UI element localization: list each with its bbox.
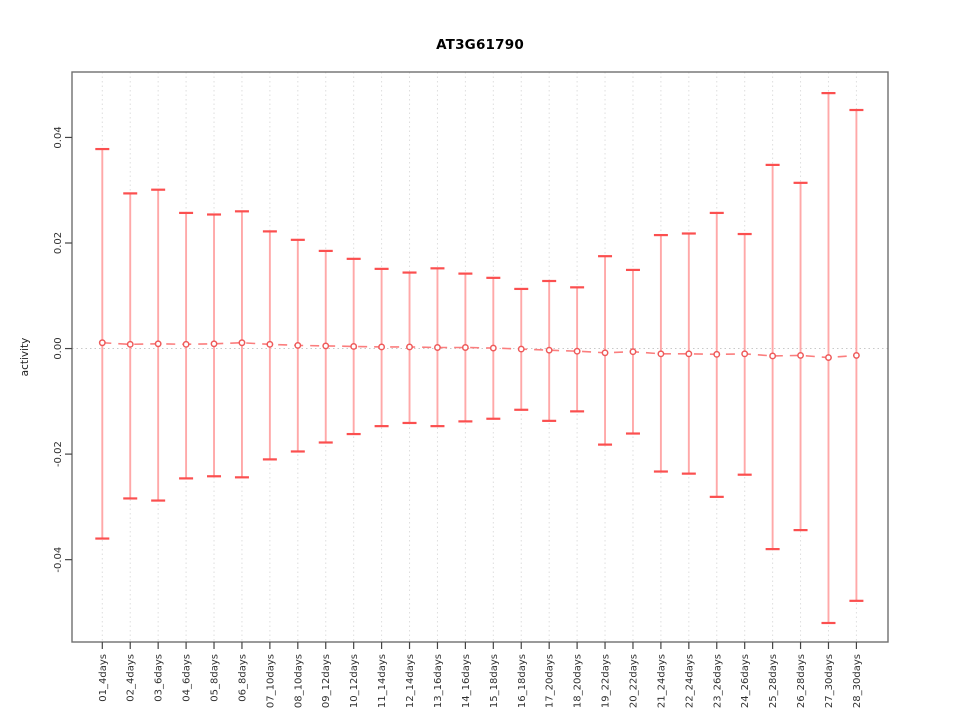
center-point bbox=[350, 342, 358, 350]
x-tick-label: 10_12days bbox=[349, 654, 360, 708]
x-tick-label: 06_8days bbox=[237, 654, 248, 702]
x-tick-label: 04_6days bbox=[182, 654, 193, 702]
y-tick-label: 0.04 bbox=[53, 126, 64, 148]
x-tick-label: 19_22days bbox=[601, 654, 612, 708]
center-point bbox=[378, 343, 386, 351]
x-tick-label: 11_14days bbox=[377, 654, 388, 708]
x-tick-label: 17_20days bbox=[545, 654, 556, 708]
center-point bbox=[685, 350, 693, 358]
x-tick-label: 05_8days bbox=[210, 654, 221, 702]
center-point bbox=[769, 352, 777, 360]
y-tick-label: -0.04 bbox=[53, 547, 64, 573]
x-tick-label: 21_24days bbox=[656, 654, 667, 708]
centers-dashed-line bbox=[102, 341, 857, 359]
center-point bbox=[238, 339, 246, 347]
center-point bbox=[601, 349, 609, 357]
x-tick-label: 01_4days bbox=[98, 654, 109, 702]
plot-border bbox=[71, 71, 889, 643]
x-tick-label: 20_22days bbox=[628, 654, 639, 708]
center-point bbox=[294, 341, 302, 349]
x-tick-label: 15_18days bbox=[489, 654, 500, 708]
center-point bbox=[852, 351, 860, 359]
x-tick-label: 25_28days bbox=[768, 654, 779, 708]
center-point bbox=[573, 347, 581, 355]
x-tick-label: 28_30days bbox=[852, 654, 863, 708]
center-point bbox=[461, 344, 469, 351]
chart-title: AT3G61790 bbox=[436, 37, 524, 53]
center-point bbox=[741, 350, 749, 358]
x-tick-label: 14_16days bbox=[461, 654, 472, 708]
center-point bbox=[434, 344, 441, 351]
center-point bbox=[629, 348, 637, 356]
center-point bbox=[98, 339, 106, 347]
center-point bbox=[797, 351, 804, 359]
center-point bbox=[489, 344, 497, 352]
x-tick-label: 24_26days bbox=[740, 654, 751, 708]
x-tick-label: 16_18days bbox=[517, 654, 528, 708]
center-point bbox=[210, 340, 218, 348]
x-tick-label: 03_6days bbox=[154, 654, 165, 702]
y-tick-label: 0.02 bbox=[53, 232, 64, 254]
x-tick-label: 13_16days bbox=[433, 654, 444, 708]
x-tick-label: 12_14days bbox=[405, 654, 416, 708]
center-point bbox=[657, 350, 665, 358]
center-point bbox=[154, 340, 162, 348]
x-tick-label: 26_28days bbox=[796, 654, 807, 708]
x-tick-label: 18_20days bbox=[573, 654, 584, 708]
center-point bbox=[406, 343, 413, 351]
center-point bbox=[517, 345, 525, 353]
center-point bbox=[182, 340, 190, 348]
x-tick-label: 08_10days bbox=[293, 654, 304, 708]
center-point bbox=[322, 342, 330, 350]
center-point bbox=[266, 340, 274, 348]
center-point bbox=[825, 354, 832, 361]
x-tick-label: 22_24days bbox=[684, 654, 695, 708]
x-tick-label: 07_10days bbox=[265, 654, 276, 708]
center-point bbox=[126, 340, 134, 348]
x-tick-label: 23_26days bbox=[712, 654, 723, 708]
y-tick-label: 0.00 bbox=[53, 337, 64, 359]
center-point bbox=[545, 346, 553, 354]
x-tick-label: 09_12days bbox=[321, 654, 332, 708]
center-point bbox=[713, 350, 721, 358]
y-tick-label: -0.02 bbox=[53, 441, 64, 467]
x-tick-label: 02_4days bbox=[126, 654, 137, 702]
x-tick-label: 27_30days bbox=[824, 654, 835, 708]
